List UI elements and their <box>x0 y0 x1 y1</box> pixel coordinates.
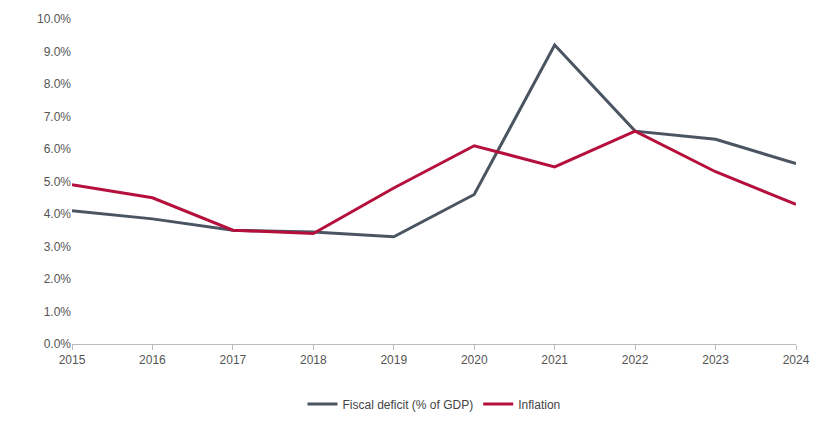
svg-text:3.0%: 3.0% <box>44 240 72 254</box>
svg-text:2016: 2016 <box>139 353 166 367</box>
svg-text:4.0%: 4.0% <box>44 207 72 221</box>
svg-text:7.0%: 7.0% <box>44 110 72 124</box>
svg-text:2021: 2021 <box>541 353 568 367</box>
svg-text:2020: 2020 <box>461 353 488 367</box>
svg-text:2023: 2023 <box>702 353 729 367</box>
svg-text:5.0%: 5.0% <box>44 175 72 189</box>
svg-text:2018: 2018 <box>300 353 327 367</box>
svg-text:0.0%: 0.0% <box>44 337 72 351</box>
svg-text:2017: 2017 <box>220 353 247 367</box>
svg-text:1.0%: 1.0% <box>44 305 72 319</box>
svg-text:Inflation: Inflation <box>518 398 560 412</box>
svg-text:10.0%: 10.0% <box>37 12 71 26</box>
svg-text:2024: 2024 <box>783 353 810 367</box>
svg-text:2019: 2019 <box>380 353 407 367</box>
svg-text:8.0%: 8.0% <box>44 77 72 91</box>
svg-text:9.0%: 9.0% <box>44 45 72 59</box>
svg-text:2.0%: 2.0% <box>44 272 72 286</box>
svg-text:2022: 2022 <box>622 353 649 367</box>
svg-text:2015: 2015 <box>59 353 86 367</box>
svg-text:Fiscal deficit (% of GDP): Fiscal deficit (% of GDP) <box>343 398 474 412</box>
svg-text:6.0%: 6.0% <box>44 142 72 156</box>
